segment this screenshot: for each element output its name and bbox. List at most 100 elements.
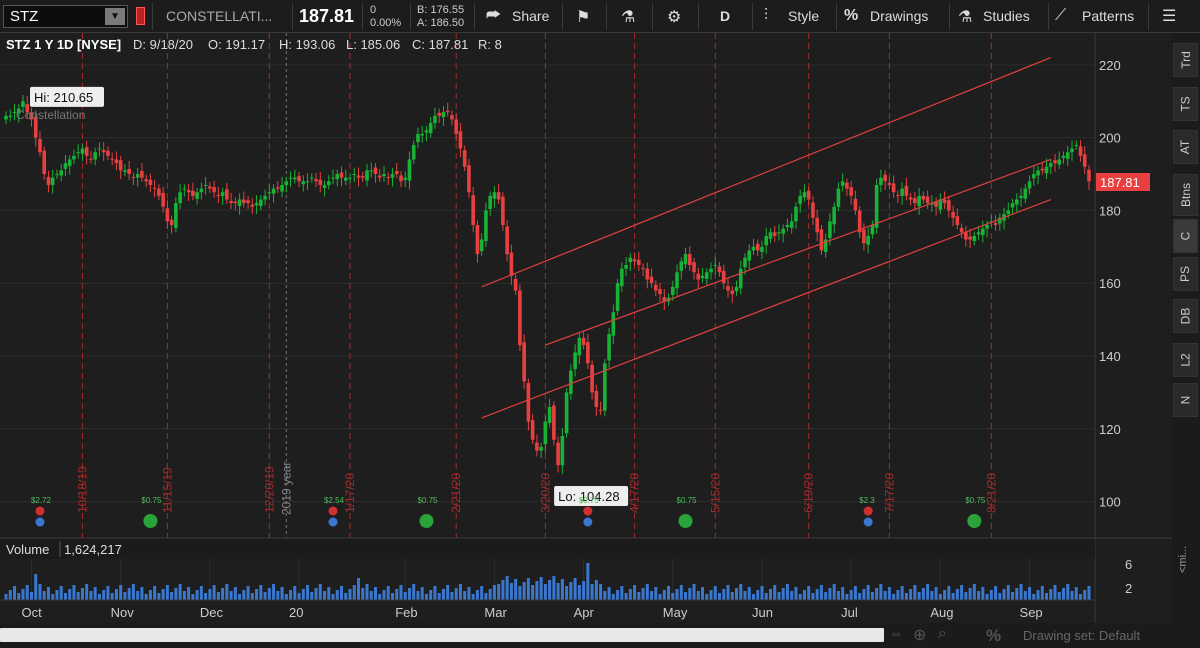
earnings-marker-icon	[328, 506, 338, 516]
crosshair-icon[interactable]: ⊕	[913, 627, 927, 644]
volume-bar	[943, 590, 947, 600]
event-date-label: 4/17/20	[628, 473, 642, 513]
volume-bar	[955, 589, 959, 600]
candle-body	[964, 232, 968, 240]
volume-bar	[824, 592, 828, 600]
volume-pane: Volume 1,624,217	[0, 537, 1172, 601]
trend-channel[interactable]	[481, 57, 1052, 419]
candle-body	[165, 208, 170, 222]
pan-icon[interactable]: ⇔	[888, 625, 904, 643]
menu-icon[interactable]: ☰	[1162, 8, 1177, 25]
volume-bar	[900, 586, 904, 600]
symbol-dropdown-chevron-icon[interactable]: ▼	[105, 8, 125, 25]
candle-body	[637, 259, 641, 266]
rail-tab-btns[interactable]: Btns	[1173, 174, 1198, 216]
volume-bar	[531, 585, 535, 600]
rail-tab-at[interactable]: AT	[1173, 130, 1198, 164]
candle-body	[900, 188, 904, 196]
candle-body	[755, 243, 760, 251]
volume-bar	[136, 591, 140, 600]
flag-alert-icon[interactable]: ⚑	[576, 9, 591, 26]
volume-bar	[866, 585, 870, 600]
volume-bar	[887, 587, 891, 600]
volume-bar	[412, 584, 416, 600]
volume-bar	[225, 584, 229, 600]
zoom-icon[interactable]: ⌕	[938, 625, 947, 642]
candle-body	[522, 342, 526, 382]
rail-tab-n[interactable]: N	[1173, 383, 1198, 417]
rail-tab-c[interactable]: C	[1173, 219, 1198, 253]
candle-body	[581, 337, 586, 346]
candle-body	[1061, 155, 1066, 159]
candle-body	[237, 199, 242, 207]
candle-body	[594, 390, 599, 407]
patterns-button[interactable]: ⟋ Patterns	[1055, 3, 1145, 30]
volume-bar	[123, 592, 127, 600]
candle-body	[123, 170, 127, 172]
rail-tab-l2[interactable]: L2	[1173, 343, 1198, 377]
percent-toggle[interactable]: %	[986, 626, 1002, 645]
flask-icon[interactable]: ⚗	[621, 9, 636, 26]
volume-bar	[514, 579, 518, 600]
rail-tab-ps[interactable]: PS	[1173, 257, 1198, 291]
earnings-marker-icon	[583, 506, 593, 516]
volume-bar	[1028, 587, 1032, 600]
timeframe-selector[interactable]: D	[720, 8, 731, 24]
chart-area[interactable]: 10/18/19 11/15/19 12/20/19 1/17/20 2/21/20 3/…	[0, 33, 1172, 623]
candle-body	[717, 266, 722, 273]
candle-body	[976, 232, 981, 235]
volume-bar	[582, 581, 586, 600]
volume-bar	[72, 585, 76, 600]
candle-body	[560, 436, 565, 466]
rail-tab-db[interactable]: DB	[1173, 299, 1198, 333]
volume-bar	[1057, 592, 1061, 600]
rail-tab-trd[interactable]: Trd	[1173, 43, 1198, 77]
volume-bar	[645, 584, 649, 600]
share-label: Share	[512, 8, 550, 24]
volume-bar	[722, 589, 726, 600]
volume-bar	[467, 587, 471, 600]
candle-body	[496, 192, 501, 200]
volume-bar	[539, 577, 543, 600]
volume-bar	[650, 591, 654, 600]
dividend-amount-label: $2.54	[324, 496, 345, 505]
volume-bar	[628, 589, 632, 600]
year-marker-label: 2019 year	[279, 462, 293, 515]
volume-bar	[148, 590, 152, 600]
horizontal-scrollbar[interactable]	[0, 628, 884, 642]
candle-body	[420, 133, 425, 136]
collapse-label[interactable]: <mi...	[1177, 545, 1189, 573]
share-button[interactable]: ⮫ Share	[484, 3, 554, 30]
volume-bar	[599, 584, 603, 600]
candle-body	[501, 196, 505, 225]
candle-body	[951, 211, 955, 218]
volume-header	[0, 539, 1095, 559]
volume-bar	[348, 589, 352, 600]
candle-body	[917, 195, 921, 207]
dividend-amount-label: $0.75	[417, 496, 438, 505]
rail-tab-ts[interactable]: TS	[1173, 87, 1198, 121]
volume-bar	[756, 590, 760, 600]
month-tick-label: May	[663, 605, 688, 620]
drawings-button[interactable]: % Drawings	[844, 3, 944, 30]
drawing-set-label[interactable]: Drawing set: Default	[1023, 628, 1141, 643]
volume-bar	[1083, 590, 1087, 600]
volume-bar	[110, 593, 114, 600]
candles-icon: ⫶	[764, 7, 769, 24]
candle-body	[390, 174, 395, 178]
volume-bar	[357, 578, 361, 600]
style-button[interactable]: ⫶ Style	[762, 3, 832, 30]
price-chart[interactable]: 10/18/19 11/15/19 12/20/19 1/17/20 2/21/20 3/…	[0, 33, 1172, 623]
volume-bar	[586, 563, 590, 600]
candle-body	[607, 334, 611, 361]
volume-bar	[208, 589, 212, 600]
gear-icon[interactable]: ⚙	[667, 9, 682, 26]
symbol-input[interactable]: STZ ▼	[3, 5, 128, 28]
volume-bar	[484, 593, 488, 600]
studies-button[interactable]: ⚗ Studies	[958, 3, 1044, 30]
volume-bar	[747, 587, 751, 600]
candle-body	[21, 101, 25, 108]
candle-body	[263, 195, 267, 200]
event-date-label: 1/17/20	[343, 473, 357, 513]
link-flag-icon[interactable]	[136, 7, 145, 25]
